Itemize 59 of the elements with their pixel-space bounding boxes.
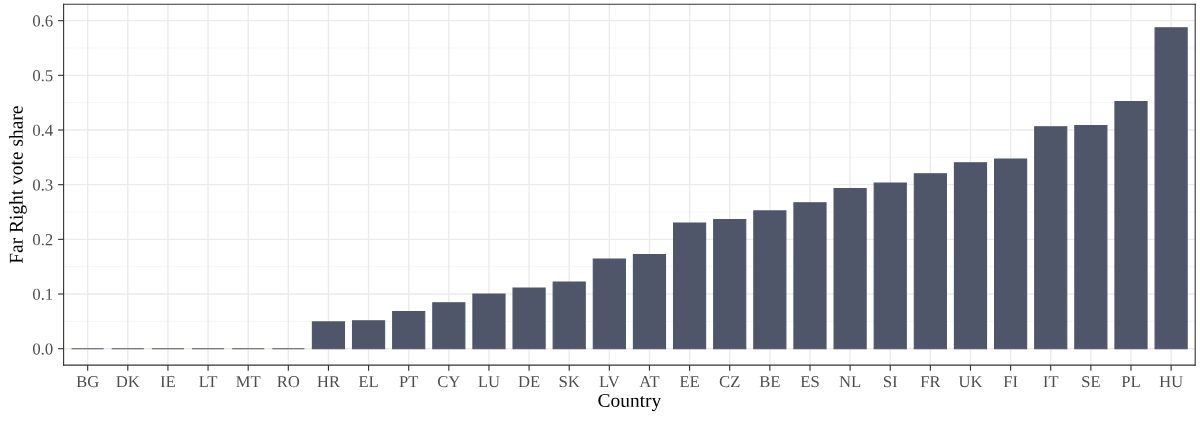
bar <box>994 158 1028 350</box>
x-tick-label: BE <box>759 376 780 388</box>
bar <box>1074 125 1108 350</box>
x-tick-label: LV <box>599 376 620 388</box>
bar <box>833 187 867 350</box>
x-tick-label: MT <box>236 376 261 388</box>
bar <box>351 320 386 350</box>
x-tick-label: FR <box>920 376 941 388</box>
bar <box>552 281 586 350</box>
y-tick-label: 0.6 <box>32 15 53 27</box>
bar <box>672 222 707 350</box>
x-tick-label: DE <box>518 376 540 388</box>
bar <box>632 254 667 350</box>
y-tick-label: 0.4 <box>32 124 53 137</box>
bar <box>753 210 787 350</box>
bar <box>392 310 426 350</box>
x-tick-label: PL <box>1121 376 1140 388</box>
x-tick-label: NL <box>839 376 861 388</box>
x-tick-label: EE <box>679 376 699 388</box>
x-tick-label: PT <box>399 376 419 388</box>
x-tick-label: IE <box>160 376 175 388</box>
x-tick-label: RO <box>277 376 300 388</box>
x-tick-label: FI <box>1003 376 1018 388</box>
bar <box>713 219 747 350</box>
bar <box>793 202 827 350</box>
bar <box>311 321 346 350</box>
x-tick-label: CY <box>437 376 460 388</box>
y-tick-label: 0.2 <box>32 234 53 246</box>
x-tick-label: SI <box>883 376 898 388</box>
x-tick-label: DK <box>116 376 140 388</box>
bar <box>1034 126 1068 350</box>
x-tick-label: ES <box>800 376 819 388</box>
bar <box>1114 101 1148 350</box>
x-tick-label: AT <box>639 376 660 388</box>
x-tick-label: LU <box>478 376 500 388</box>
y-tick-label: 0.1 <box>32 288 53 301</box>
x-tick-label: LT <box>199 376 218 388</box>
x-tick-label: CZ <box>719 376 740 388</box>
x-tick-label: HR <box>317 376 340 388</box>
x-tick-label: SK <box>559 376 580 388</box>
bar <box>1154 27 1188 350</box>
x-tick-label: SE <box>1082 376 1100 388</box>
y-tick-label: 0.5 <box>32 70 53 82</box>
x-tick-label: EL <box>358 376 378 388</box>
x-axis-title: Country <box>598 393 662 412</box>
bar <box>873 182 907 350</box>
x-tick-label: HU <box>1159 376 1183 388</box>
bar <box>913 173 947 350</box>
bar <box>953 162 988 350</box>
x-tick-label: IT <box>1043 376 1059 388</box>
bar <box>432 302 466 350</box>
x-tick-label: BG <box>76 376 99 388</box>
y-tick-label: 0.3 <box>32 179 53 191</box>
y-tick-label: 0.0 <box>32 343 53 355</box>
bar <box>472 293 506 350</box>
y-axis-title: Far Right vote share <box>9 106 27 264</box>
bar <box>512 287 546 350</box>
x-tick-label: UK <box>958 376 983 388</box>
bar <box>592 258 626 350</box>
